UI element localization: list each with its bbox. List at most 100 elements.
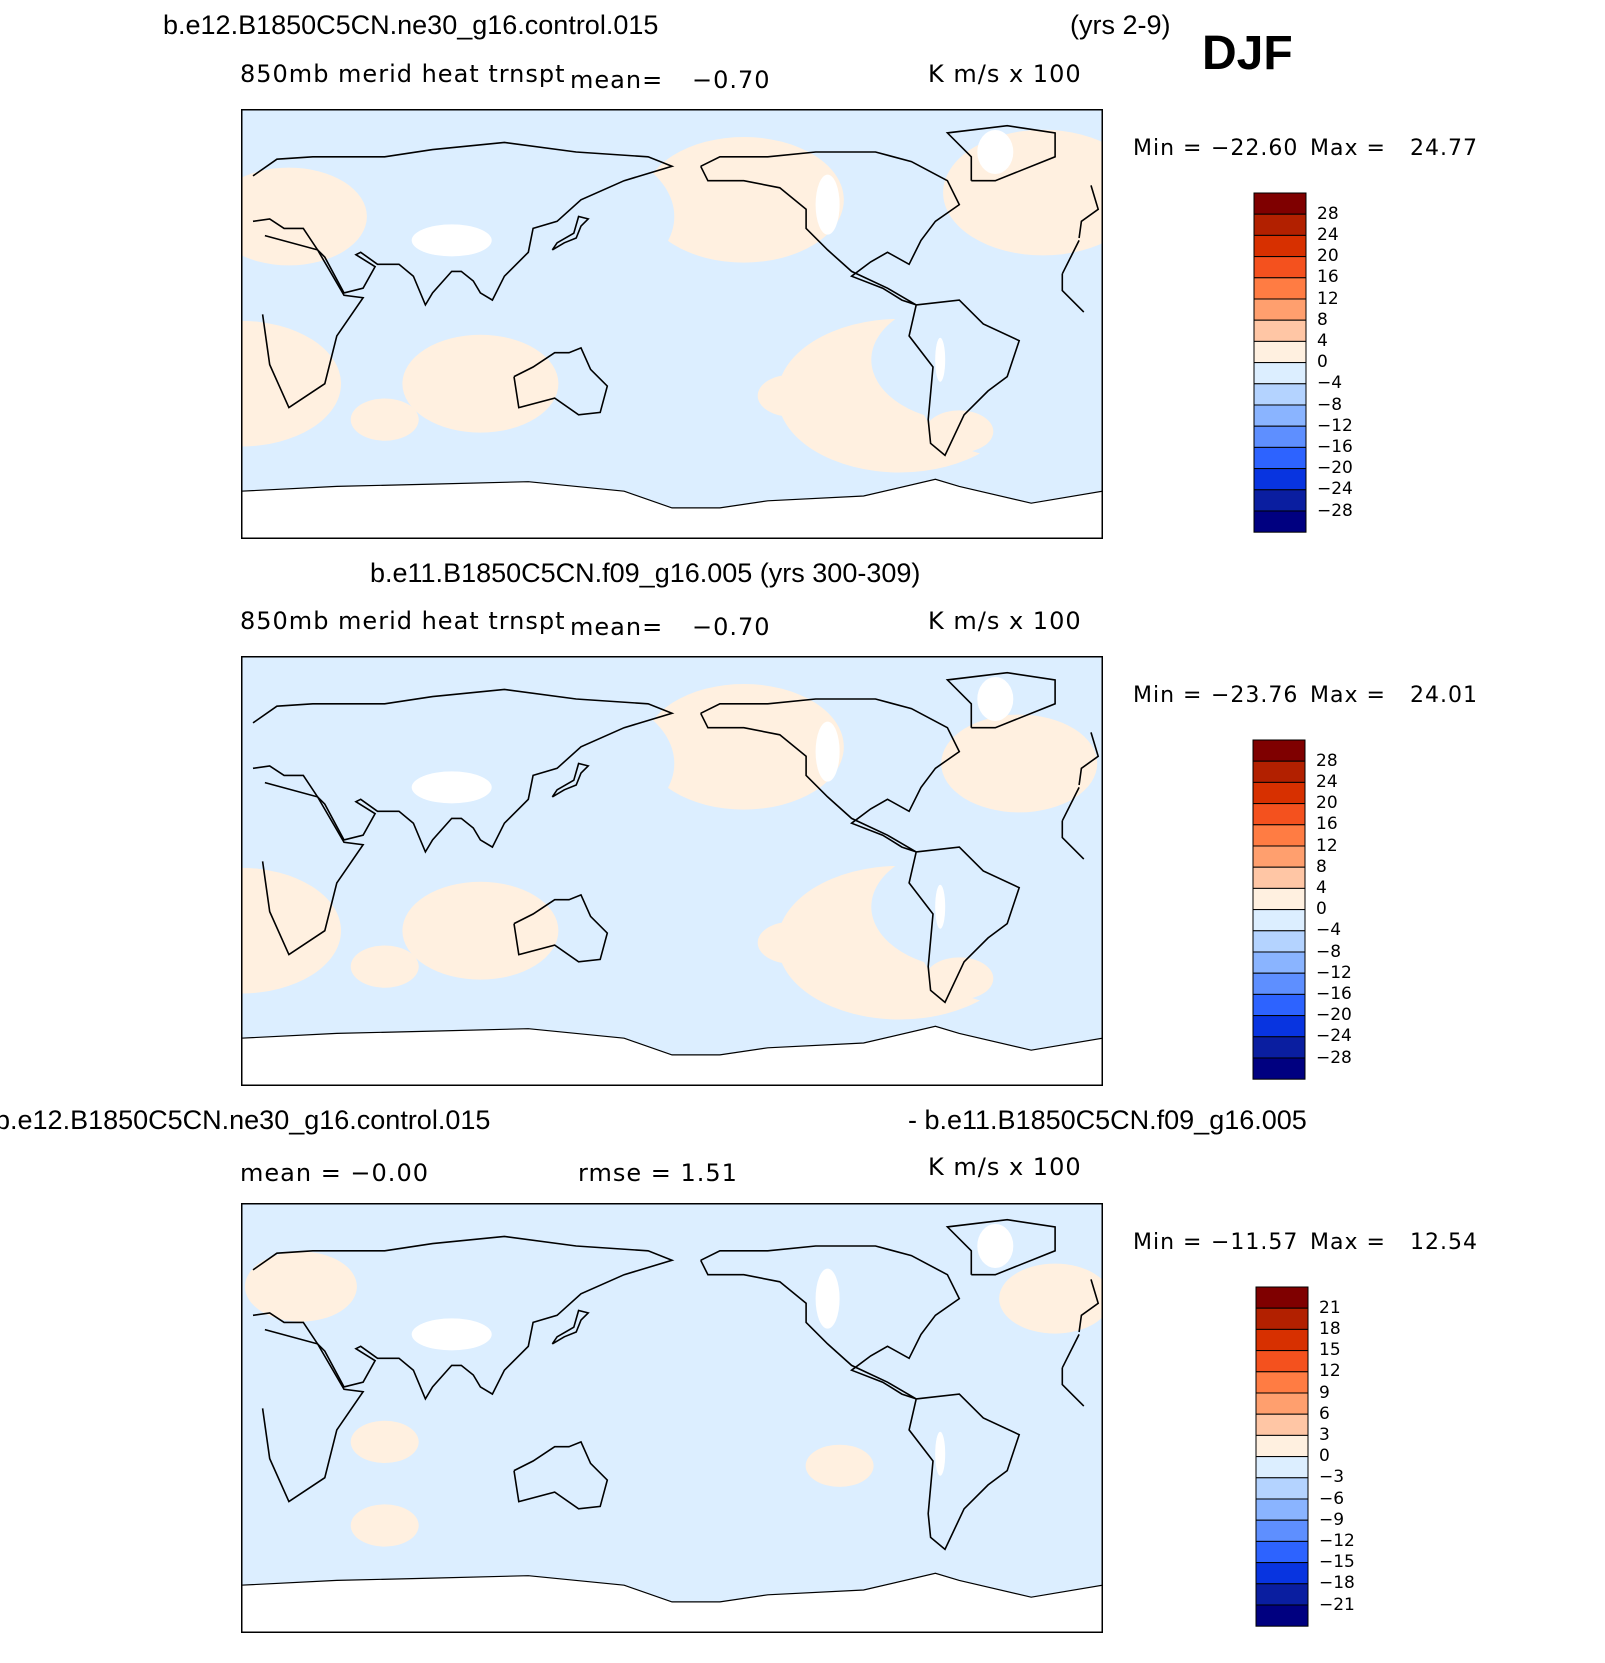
coastline xyxy=(699,151,961,306)
coastline xyxy=(551,762,590,798)
map-background xyxy=(241,1203,1103,1633)
colorbar-tick-label: 24 xyxy=(1317,224,1339,245)
colorbar-box xyxy=(1253,277,1307,300)
coastline xyxy=(699,1245,961,1400)
coastline xyxy=(1078,1279,1100,1333)
colorbar-box xyxy=(1255,1328,1309,1352)
colorbar-svg xyxy=(1252,739,1306,1080)
colorbar-box xyxy=(1253,213,1307,236)
map-svg xyxy=(241,109,1103,539)
map-frame xyxy=(241,656,1103,1086)
panel3-mean: mean = −0.00 xyxy=(240,1159,429,1187)
season-label: DJF xyxy=(1202,27,1293,80)
panel1-mean-label: mean= xyxy=(570,66,664,94)
coastline xyxy=(551,215,590,251)
colorbar-tick-label: −15 xyxy=(1319,1552,1355,1573)
map-frame xyxy=(241,1203,1103,1633)
coastline xyxy=(261,781,365,956)
coastline xyxy=(908,846,1021,1004)
panel1-max-label: Max = xyxy=(1310,136,1386,161)
field-contour xyxy=(430,686,675,841)
colorbar-box xyxy=(1255,1371,1309,1394)
coastline xyxy=(513,1440,609,1510)
colorbar-tick-label: −8 xyxy=(1317,394,1343,415)
field-contour xyxy=(805,1444,874,1487)
panel1-title: b.e12.B1850C5CN.ne30_g16.control.015 xyxy=(163,10,659,40)
colorbar-tick-label: −28 xyxy=(1317,500,1353,521)
colorbar-box xyxy=(1255,1307,1309,1330)
panel1-variable: 850mb merid heat trnspt xyxy=(240,60,566,88)
panel2-variable: 850mb merid heat trnspt xyxy=(240,607,566,635)
colorbar-box xyxy=(1255,1540,1309,1564)
field-contour xyxy=(757,921,826,964)
colorbar-svg xyxy=(1255,1286,1309,1627)
map-frame xyxy=(241,109,1103,539)
panel1-min-label: Min = xyxy=(1133,136,1203,161)
colorbar-tick-label: 16 xyxy=(1317,267,1339,288)
colorbar-tick-label: 15 xyxy=(1319,1340,1341,1361)
field-contour xyxy=(643,684,844,810)
masked-region xyxy=(411,771,492,804)
colorbar-box xyxy=(1253,404,1307,427)
field-contour xyxy=(925,957,994,1000)
colorbar-box xyxy=(1255,1583,1309,1606)
colorbar-tick-label: −9 xyxy=(1319,1509,1345,1530)
field-contour xyxy=(925,410,994,453)
colorbar-tick-label: 12 xyxy=(1317,288,1339,309)
panel3-title-right: - b.e11.B1850C5CN.f09_g16.005 xyxy=(908,1105,1307,1135)
field-contour xyxy=(430,139,675,294)
panel1-units: K m/s x 100 xyxy=(928,60,1082,88)
colorbar-tick-label: −3 xyxy=(1319,1467,1345,1488)
masked-region xyxy=(977,1224,1014,1268)
colorbar-tick-label: 16 xyxy=(1316,814,1338,835)
colorbar-tick-label: 12 xyxy=(1319,1361,1341,1382)
field-contour xyxy=(941,714,1098,813)
panel1-mean-value: −0.70 xyxy=(692,66,771,94)
colorbar-box xyxy=(1252,824,1306,847)
colorbar-tick-label: −20 xyxy=(1317,458,1353,479)
colorbar-box xyxy=(1253,234,1307,258)
colorbar-box xyxy=(1253,446,1307,470)
colorbar-tick-label: 20 xyxy=(1316,793,1338,814)
masked-region xyxy=(815,1268,840,1329)
field-contour xyxy=(402,334,559,433)
colorbar-tick-label: 28 xyxy=(1316,750,1338,771)
coastline xyxy=(252,141,675,307)
masked-region xyxy=(935,1431,946,1476)
colorbar-tick-label: 12 xyxy=(1316,835,1338,856)
panel2-units: K m/s x 100 xyxy=(928,607,1082,635)
panel1-years: (yrs 2-9) xyxy=(1070,10,1171,40)
coastline xyxy=(513,893,609,963)
colorbar-tick-label: 3 xyxy=(1319,1424,1330,1445)
panel2-min-label: Min = xyxy=(1133,683,1203,708)
colorbar-box xyxy=(1252,760,1306,783)
panel3-units: K m/s x 100 xyxy=(928,1153,1082,1181)
coastline xyxy=(699,698,961,853)
colorbar-tick-label: 24 xyxy=(1316,771,1338,792)
colorbar-tick-label: 8 xyxy=(1317,309,1328,330)
colorbar-box xyxy=(1253,256,1307,279)
colorbar-box xyxy=(1253,298,1307,321)
field-contour xyxy=(685,1373,754,1416)
panel3-title: b.e12.B1850C5CN.ne30_g16.control.015 xyxy=(0,1105,491,1135)
colorbar-tick-label: −18 xyxy=(1319,1573,1355,1594)
coastline xyxy=(945,671,1056,729)
panel3-min-value: −11.57 xyxy=(1211,1230,1299,1255)
panel2-title: b.e11.B1850C5CN.f09_g16.005 (yrs 300-309… xyxy=(370,558,921,588)
colorbar-svg xyxy=(1253,192,1307,533)
colorbar-box xyxy=(1252,866,1306,889)
colorbar-box xyxy=(1253,425,1307,448)
masked-region xyxy=(935,884,946,929)
field-contour xyxy=(350,398,419,441)
coastline xyxy=(1061,1334,1080,1369)
panel2-max-label: Max = xyxy=(1310,683,1386,708)
panel2-min-value: −23.76 xyxy=(1211,683,1299,708)
colorbar-tick-label: −16 xyxy=(1316,983,1352,1004)
coastline xyxy=(261,1328,365,1503)
masked-region xyxy=(411,1318,492,1351)
colorbar-tick-label: 6 xyxy=(1319,1403,1330,1424)
colorbar-box xyxy=(1252,781,1306,805)
coastline xyxy=(252,688,675,854)
colorbar-box xyxy=(1255,1286,1309,1309)
coastline xyxy=(1078,732,1100,786)
